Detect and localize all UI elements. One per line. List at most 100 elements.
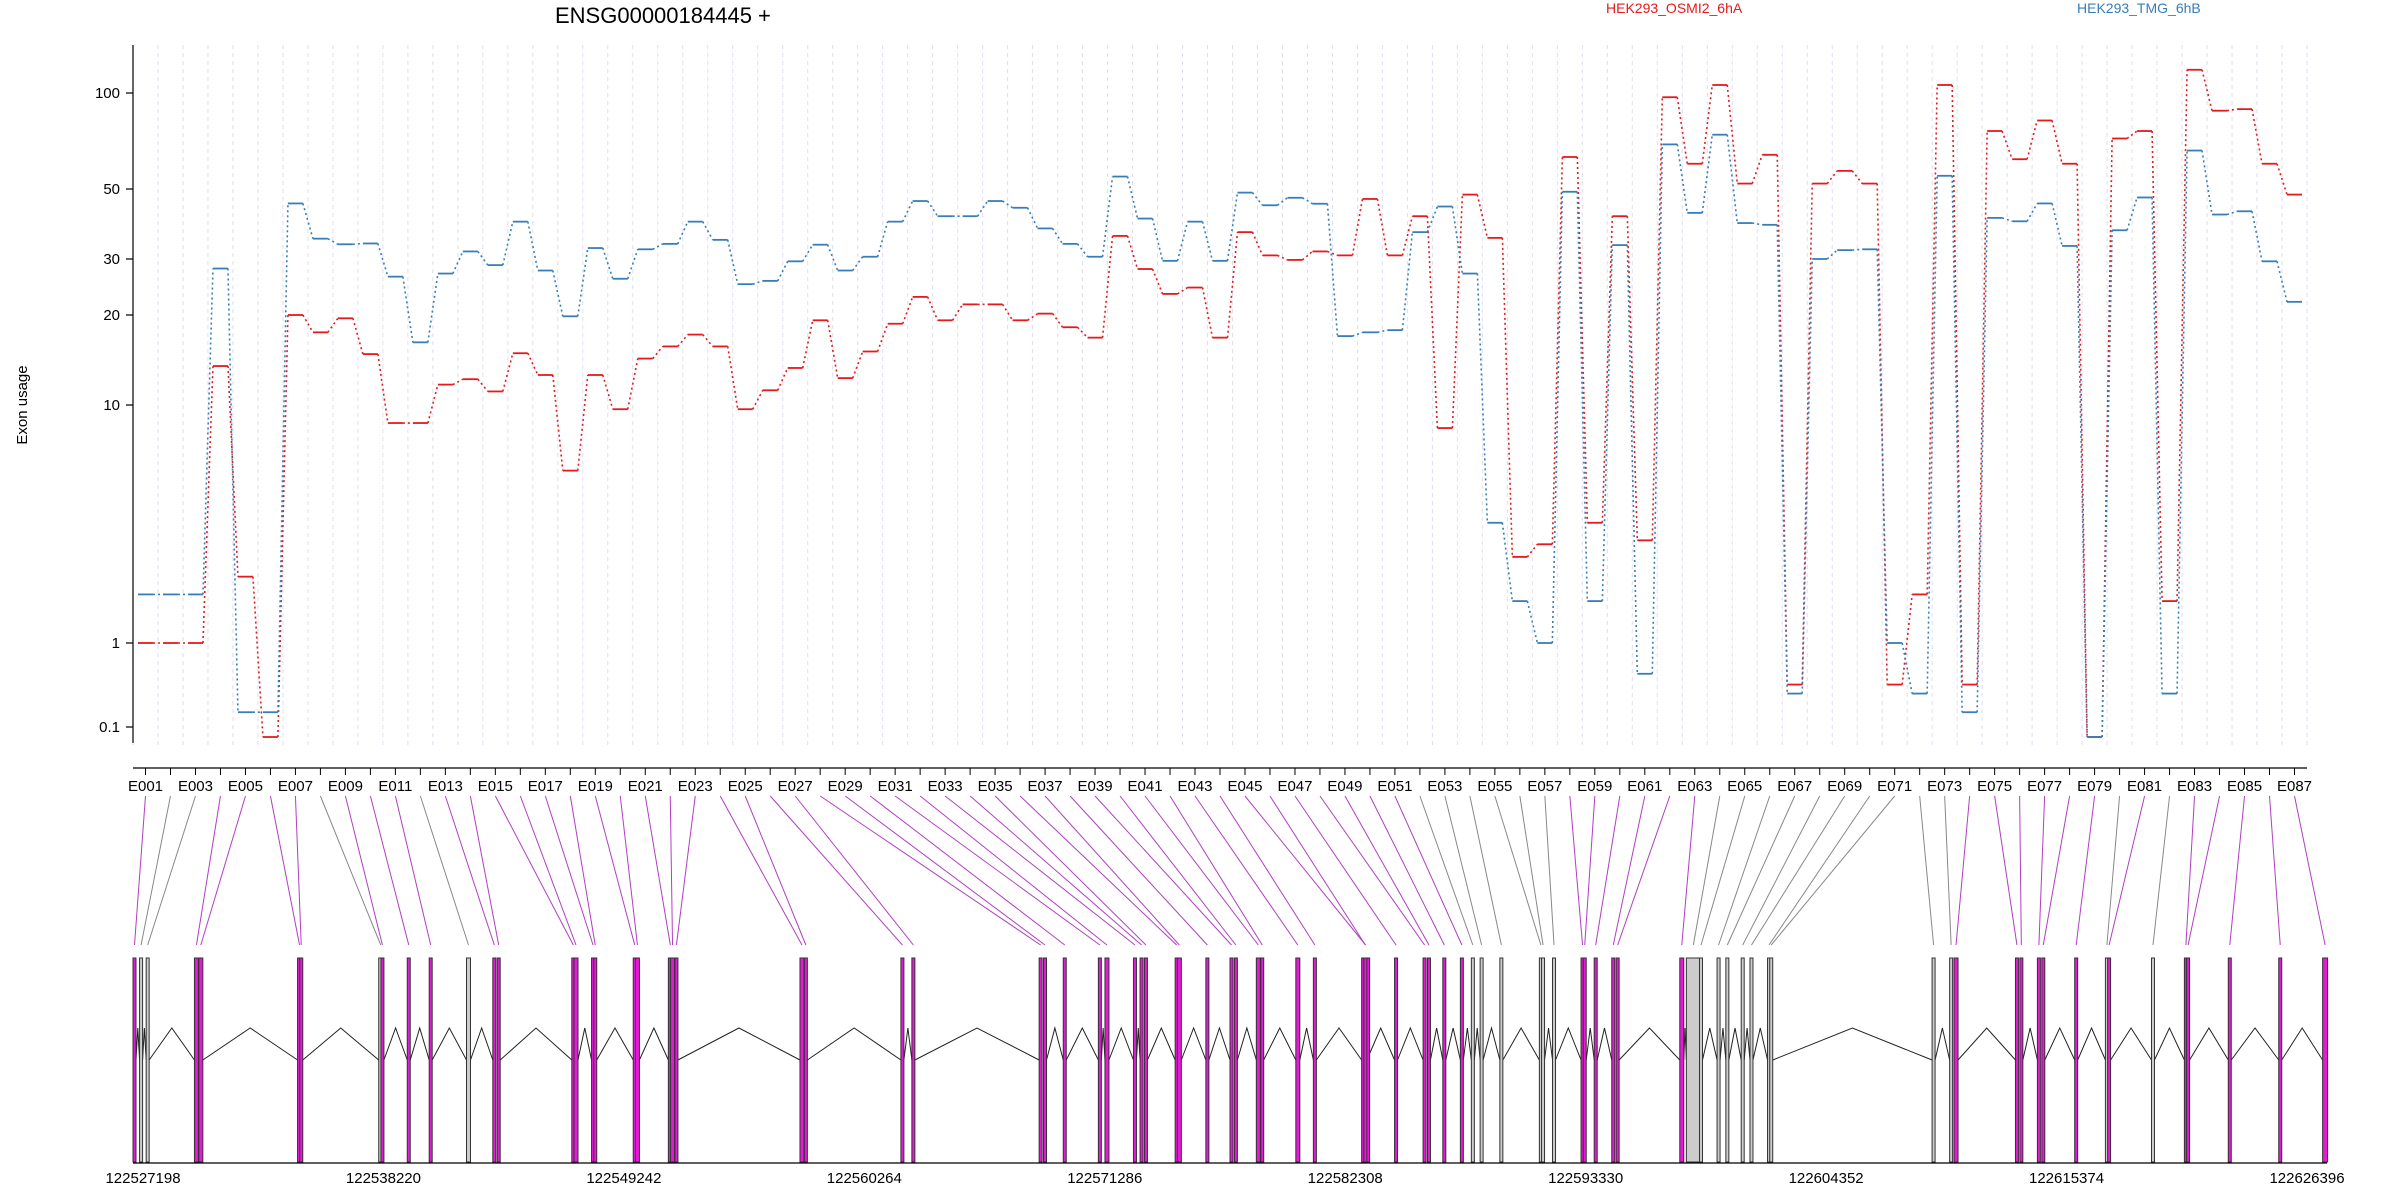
exon-connector [2108,795,2146,946]
series-transition [452,378,464,386]
exon-connector [1169,795,1263,946]
exon-box [1953,957,1959,1163]
series-transition [1377,329,1388,334]
series-lines [138,68,2302,738]
exon-connector [1584,795,1596,946]
exon-connector [1919,795,1935,946]
series-transition [2226,108,2238,112]
series-transition [1626,245,1639,674]
series-transition [1352,331,1363,337]
exon-axis-label: E007 [278,778,313,795]
exon-connector [519,795,577,946]
exon-axis-label: E077 [2027,778,2062,795]
series-transition [1176,221,1189,262]
series-transition [2001,217,2013,223]
exon-connector [769,795,903,946]
exon-box [1233,957,1238,1163]
exon-box [1685,957,1701,1163]
exon-connector [594,795,636,946]
exon-connector [2229,795,2246,946]
exon-box [1038,957,1043,1163]
exon-box [406,957,411,1163]
exon-axis-label: E035 [978,778,1013,795]
intron-line [1065,1026,1099,1061]
exon-connector [869,795,1066,946]
chart-title: ENSG00000184445 + [555,3,771,28]
series-transition [2251,211,2263,262]
series-transition [2126,197,2138,231]
series-transition [752,389,764,410]
exon-connector [2106,795,2121,946]
genomic-coordinate-label: 122549242 [586,1170,661,1187]
exon-connector [1219,795,1316,946]
exon-box [1740,957,1745,1163]
series-transition [402,276,414,343]
intron-line [1473,1027,1481,1061]
intron-line [1180,1026,1207,1061]
intron-line [1957,1027,2016,1061]
exon-axis-label: E009 [328,778,363,795]
series-transition [1876,183,1888,685]
exon-connector [1692,795,1721,946]
exon-box [1593,957,1598,1163]
exon-box [1426,957,1431,1163]
exon-box [1749,957,1754,1163]
series-transition [1426,206,1439,233]
series-transition [1752,222,1763,226]
intron-line [1397,1026,1424,1061]
series-transition [1101,235,1114,338]
exon-connector [1444,795,1483,946]
exon-box [2074,957,2079,1163]
series-transition [801,320,814,369]
exon-box [1459,957,1464,1163]
exon-connectors [134,795,2326,946]
series-transition [1651,97,1664,541]
series-transition [327,237,339,245]
exon-connector [1681,795,1696,946]
exon-connector [134,795,146,946]
y-axis-label: Exon usage [14,365,31,444]
series-transition [1451,194,1464,429]
series-transition [1177,286,1188,295]
intron-line [1366,1026,1396,1061]
exon-connector [1718,795,1771,946]
exon-box [1541,957,1546,1163]
exon-box [496,957,501,1163]
exon-axis-label: E045 [1227,778,1262,795]
series-transition [1401,215,1414,256]
exon-box [1422,957,1427,1163]
exon-box [2014,957,2019,1163]
intron-line [1555,1026,1582,1061]
series-transition [2251,108,2263,164]
exon-connector [1700,795,1746,946]
exon-box [2322,957,2329,1163]
intron-line [677,1027,801,1061]
series-transition [1401,232,1414,331]
exon-connector [2038,795,2046,946]
exon-connector [1194,795,1299,946]
exon-axis-label: E031 [878,778,913,795]
series-transition [1327,250,1338,257]
series-transition [1801,183,1814,685]
intron-line [2044,1026,2076,1061]
exon-connector [369,795,410,946]
series-transition [1701,134,1714,213]
series-transition [552,374,564,471]
series-transition [302,314,314,333]
exon-connector [269,795,301,946]
series-transition [702,221,714,241]
exon-box [1499,957,1504,1163]
exon-connector [719,795,803,946]
exon-box [380,957,385,1163]
series-transition [2026,120,2038,160]
series-transition [1501,237,1514,557]
intron-line [202,1027,298,1061]
genomic-coordinate-label: 122560264 [827,1170,902,1187]
exon-box [1139,957,1144,1163]
exon-connector [1069,795,1208,946]
intron-line [1585,1027,1595,1061]
series-transition [652,243,664,251]
series-transition [1026,207,1039,229]
series-transition [1302,197,1313,205]
